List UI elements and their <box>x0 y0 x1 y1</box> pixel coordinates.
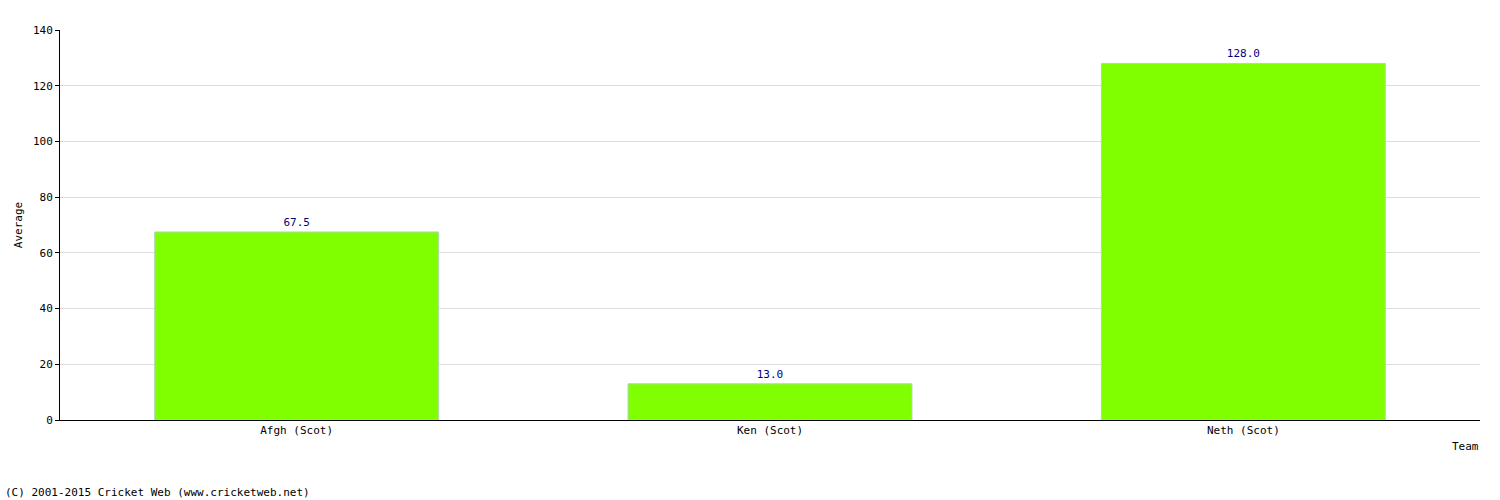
svg-text:120: 120 <box>33 80 53 93</box>
svg-text:Average: Average <box>12 202 25 248</box>
svg-text:(C) 2001-2015 Cricket Web (www: (C) 2001-2015 Cricket Web (www.cricketwe… <box>5 486 310 499</box>
svg-text:0: 0 <box>46 414 53 427</box>
svg-text:140: 140 <box>33 24 53 37</box>
svg-text:60: 60 <box>40 247 53 260</box>
svg-text:Team: Team <box>1452 440 1479 453</box>
svg-text:80: 80 <box>40 191 53 204</box>
svg-text:128.0: 128.0 <box>1227 47 1260 60</box>
svg-text:40: 40 <box>40 302 53 315</box>
svg-text:67.5: 67.5 <box>283 216 310 229</box>
svg-text:100: 100 <box>33 135 53 148</box>
svg-text:Ken (Scot): Ken (Scot) <box>737 424 803 437</box>
svg-text:13.0: 13.0 <box>757 368 784 381</box>
svg-text:Afgh (Scot): Afgh (Scot) <box>260 424 333 437</box>
svg-text:20: 20 <box>40 358 53 371</box>
svg-text:Neth (Scot): Neth (Scot) <box>1207 424 1280 437</box>
